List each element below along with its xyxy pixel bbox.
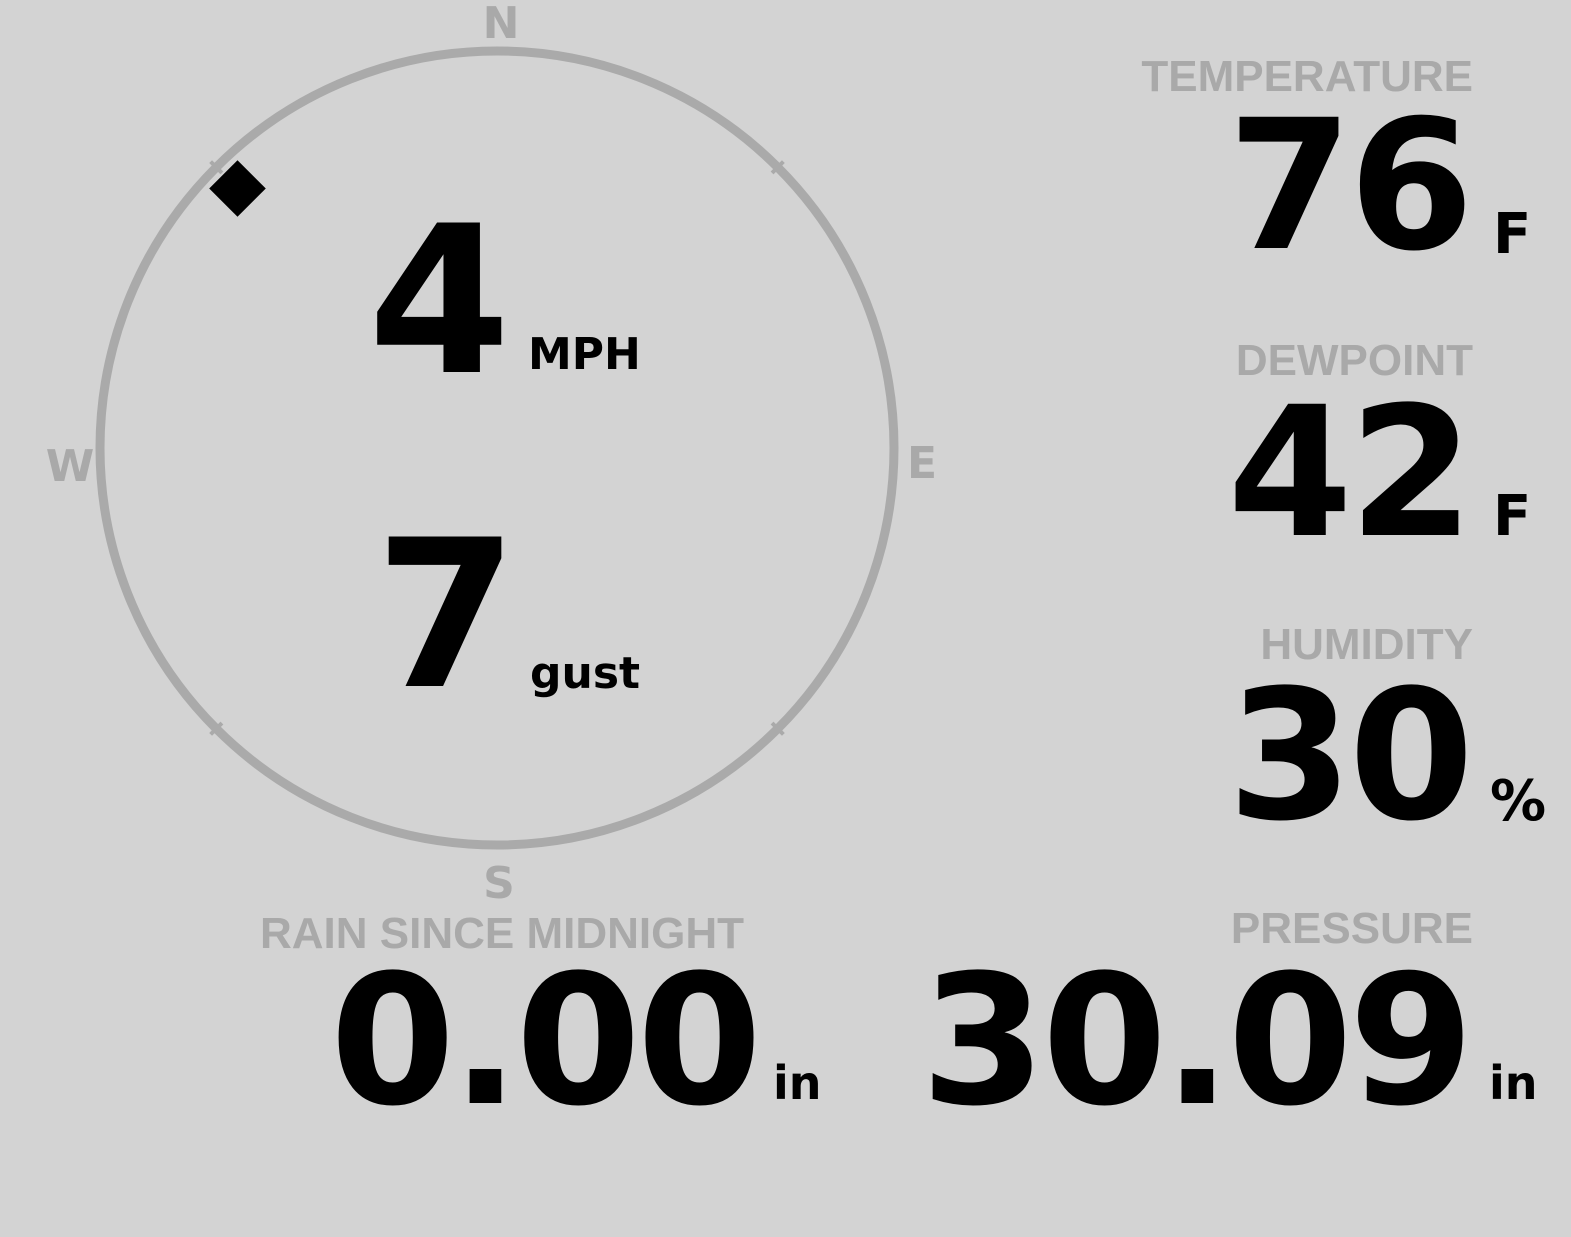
rain-unit: in [773,1056,822,1110]
wind-speed-unit: MPH [528,329,641,380]
wind-speed-value: 4 [368,183,511,421]
dewpoint-value: 42 [1227,369,1474,578]
wind-gust-value: 7 [375,497,518,735]
humidity-unit: % [1490,769,1547,834]
compass-ticks [209,160,785,736]
pressure-unit: in [1489,1056,1538,1110]
temperature-unit: F [1493,202,1532,267]
temperature-value: 76 [1227,82,1474,291]
compass-east: E [906,438,938,489]
pressure-label: PRESSURE [1230,904,1473,953]
compass-tick [209,721,224,736]
compass-tick [209,160,224,175]
dewpoint-label: DEWPOINT [1235,336,1473,385]
wind-gust-label: gust [530,648,641,699]
compass-south: S [483,858,515,909]
pressure-value: 30.09 [920,937,1474,1146]
compass-north: N [482,0,520,49]
humidity-label: HUMIDITY [1260,620,1473,669]
compass-tick [770,160,785,175]
wind-direction-indicator [209,160,266,217]
rain-value: 0.00 [330,937,762,1146]
dewpoint-unit: F [1493,484,1532,549]
humidity-value: 30 [1227,652,1474,861]
temperature-label: TEMPERATURE [1141,52,1473,101]
compass-west: W [45,441,95,492]
rain-label: RAIN SINCE MIDNIGHT [260,909,744,958]
compass-ring [95,46,899,850]
compass-tick [770,721,785,736]
